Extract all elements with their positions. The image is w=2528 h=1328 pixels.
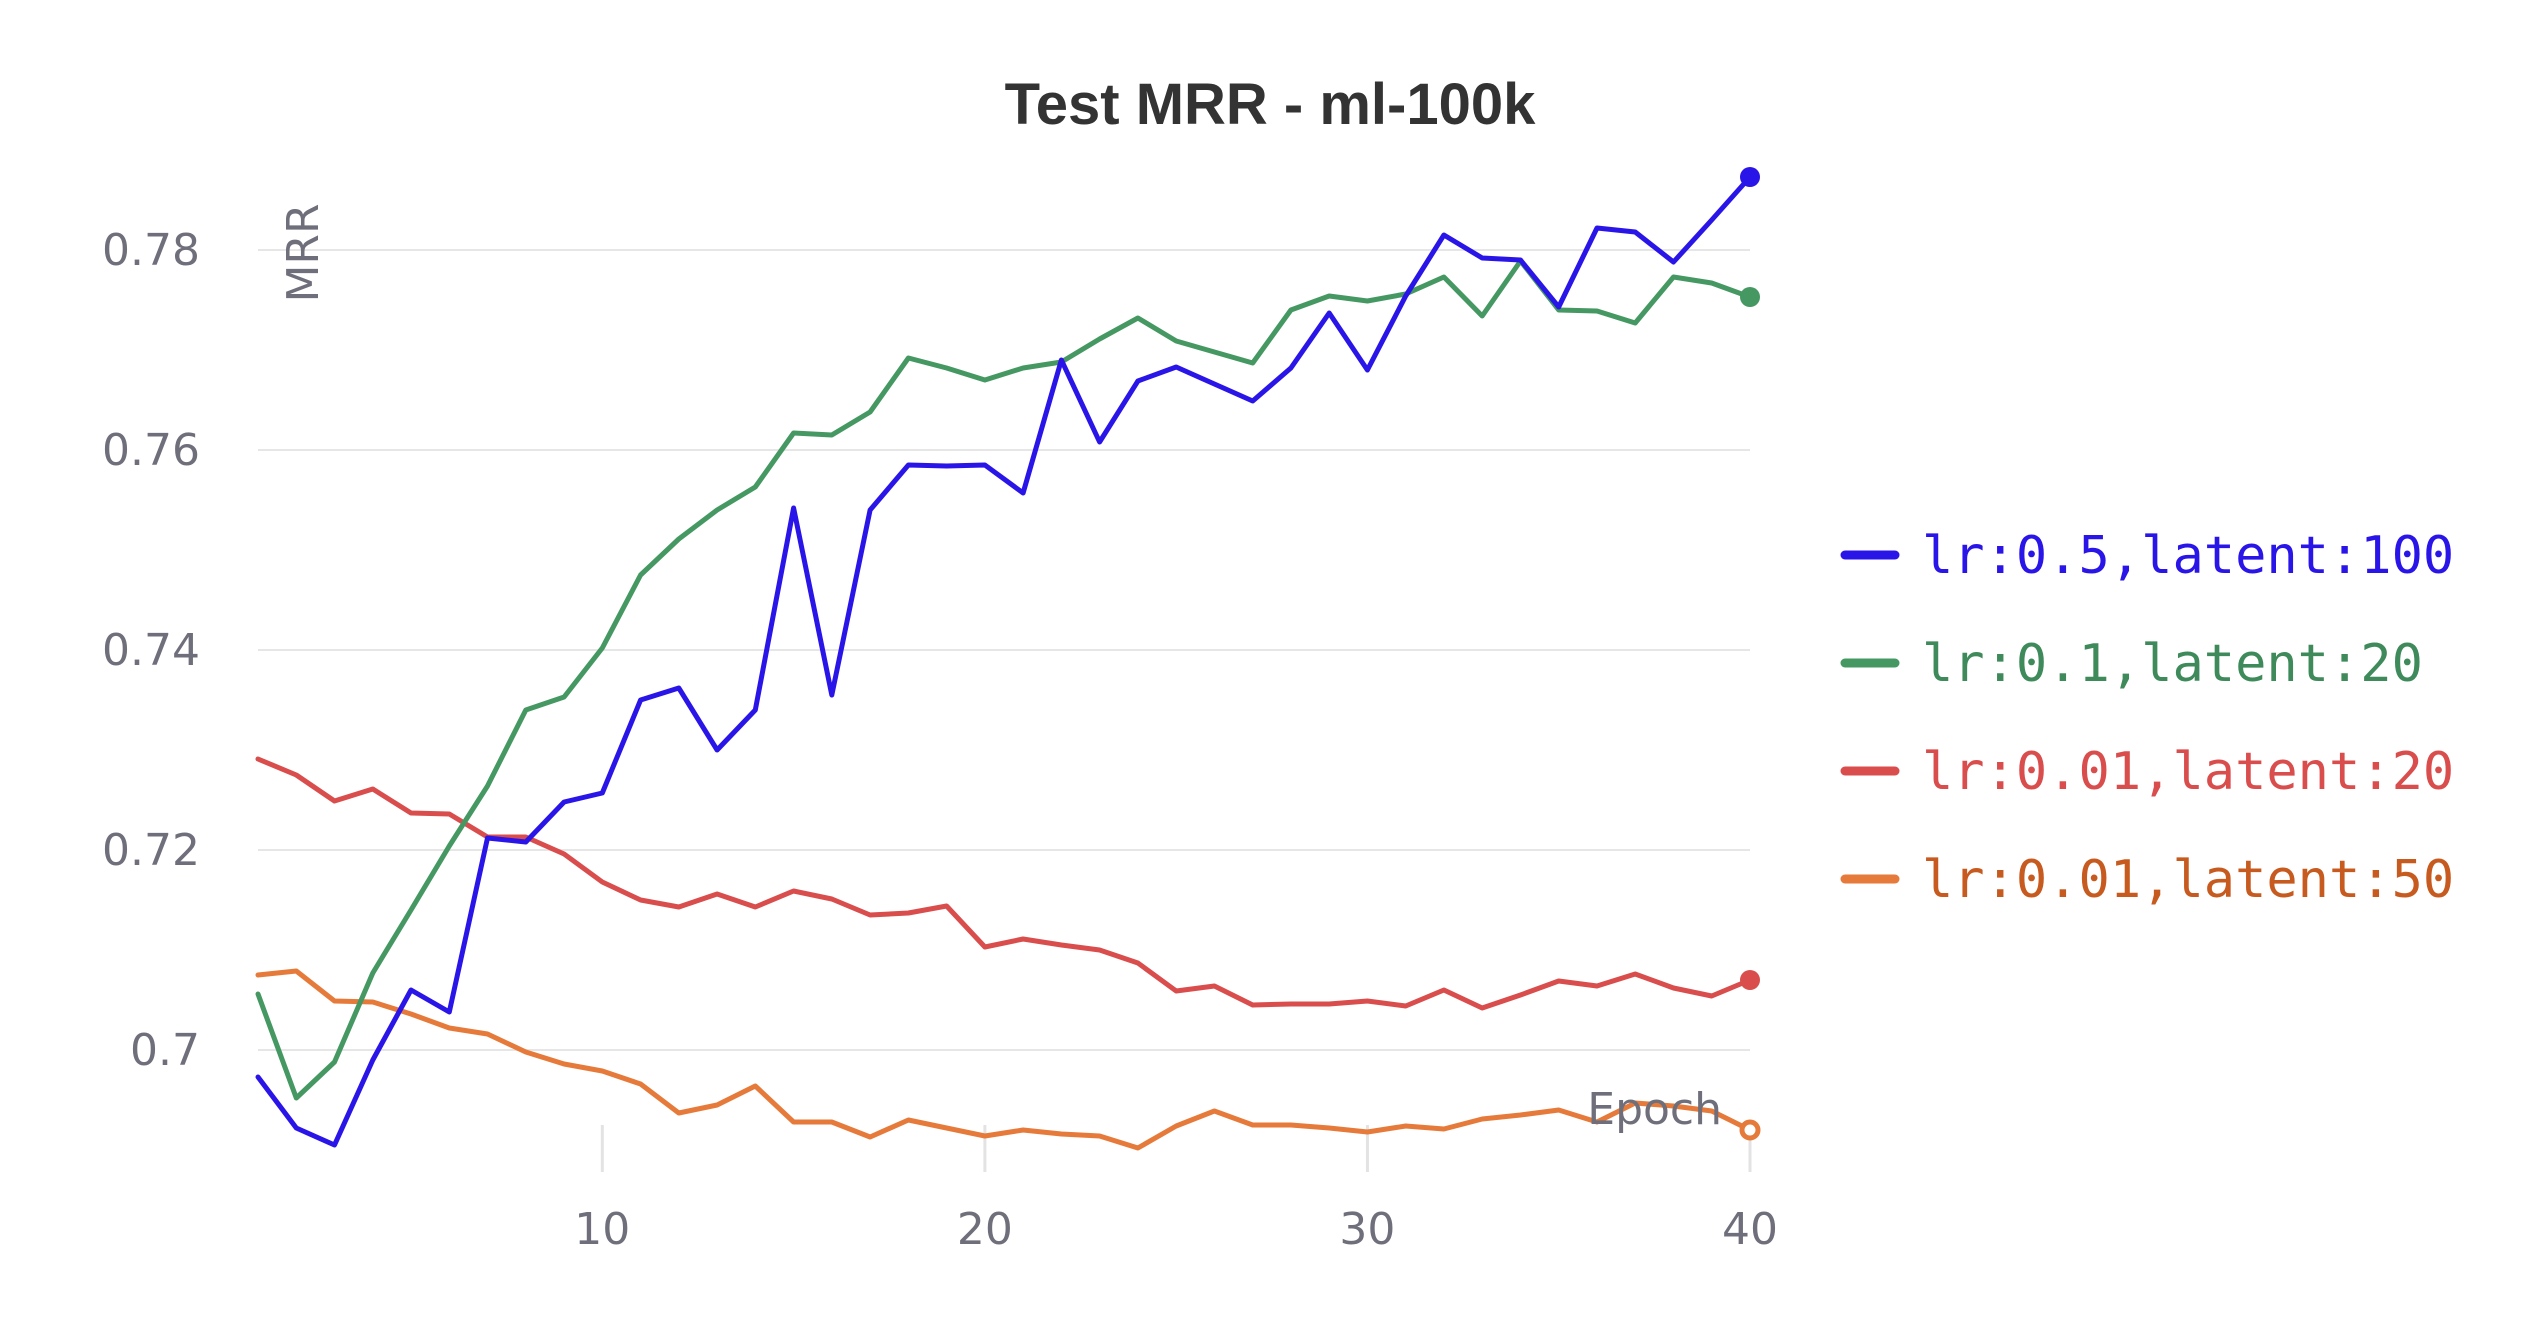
y-tick-label: 0.78 bbox=[102, 225, 200, 276]
x-tick-label: 40 bbox=[1722, 1204, 1778, 1255]
legend-label: lr:0.01,latent:20 bbox=[1922, 742, 2454, 802]
y-tick-label: 0.72 bbox=[102, 825, 200, 876]
series-end-point bbox=[1740, 287, 1760, 307]
x-tick-label: 30 bbox=[1339, 1204, 1395, 1255]
y-axis-label: MRR bbox=[278, 203, 329, 302]
y-tick-label: 0.7 bbox=[130, 1025, 200, 1076]
x-axis-label: Epoch bbox=[1587, 1084, 1722, 1135]
series-line bbox=[255, 756, 1753, 1011]
legend: lr:0.5,latent:100 lr:0.1,latent:20 lr:0.01… bbox=[1840, 526, 2454, 910]
y-tick-label: 0.74 bbox=[102, 625, 200, 676]
series-end-point bbox=[1739, 1119, 1761, 1141]
x-tick-label: 20 bbox=[957, 1204, 1013, 1255]
x-tick-label: 10 bbox=[574, 1204, 630, 1255]
chart-title: Test MRR - ml-100k bbox=[1005, 72, 1536, 137]
y-axis-ticks: 0.7 0.72 0.74 0.76 0.78 bbox=[102, 225, 200, 1076]
y-tick-label: 0.76 bbox=[102, 425, 200, 476]
series-line bbox=[255, 968, 1753, 1151]
series-end-point bbox=[1740, 167, 1760, 187]
legend-label: lr:0.01,latent:50 bbox=[1922, 850, 2454, 910]
series-line bbox=[255, 174, 1753, 1148]
x-axis-ticks: 10 20 30 40 bbox=[574, 1125, 1778, 1255]
legend-label: lr:0.5,latent:100 bbox=[1922, 526, 2454, 586]
series-lines bbox=[255, 167, 1761, 1151]
series-end-point bbox=[1740, 970, 1760, 990]
legend-label: lr:0.1,latent:20 bbox=[1922, 634, 2423, 694]
gridlines bbox=[258, 249, 1750, 1051]
series-line bbox=[255, 258, 1753, 1101]
